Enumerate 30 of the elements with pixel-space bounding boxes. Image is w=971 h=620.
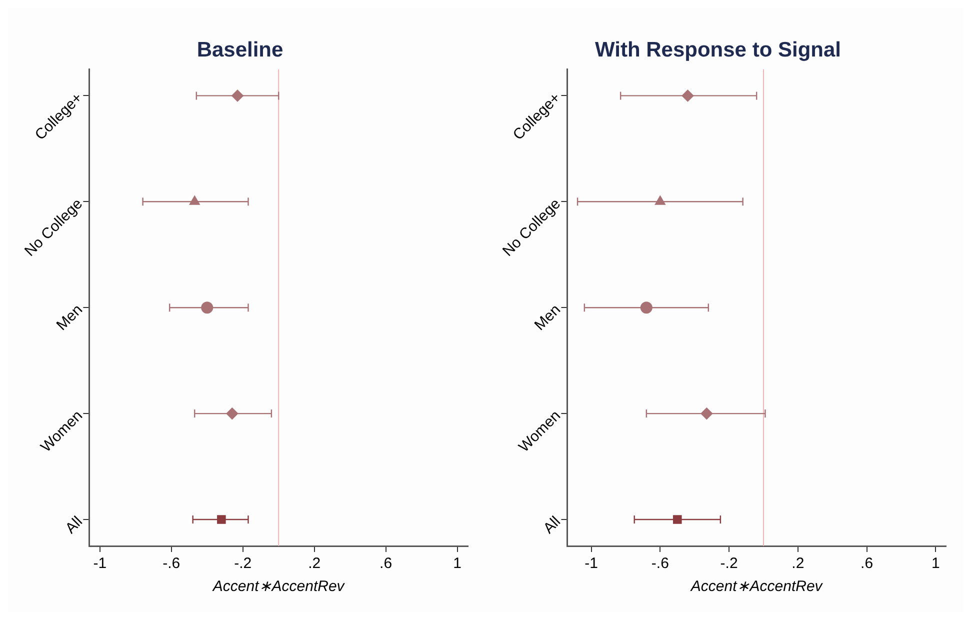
x-axis-title: Accent∗AccentRev bbox=[212, 578, 346, 596]
point bbox=[700, 408, 713, 420]
chart-title: With Response to Signal bbox=[595, 38, 841, 62]
point bbox=[226, 408, 238, 420]
x-tick-label: -1 bbox=[584, 555, 598, 572]
x-tick-label: .2 bbox=[792, 555, 804, 572]
chart-title: Baseline bbox=[196, 38, 284, 62]
x-tick-label: -.2 bbox=[720, 555, 738, 572]
point bbox=[682, 90, 694, 102]
point bbox=[189, 196, 200, 205]
x-tick-label: -1 bbox=[93, 555, 107, 572]
x-tick-label: -.6 bbox=[162, 555, 180, 572]
point bbox=[673, 515, 682, 524]
y-tick-label: Men bbox=[53, 301, 86, 334]
x-tick-label: .6 bbox=[380, 555, 392, 572]
x-tick-label: 1 bbox=[931, 555, 940, 572]
x-tick-label: .6 bbox=[860, 555, 874, 572]
point bbox=[654, 196, 666, 205]
x-tick-label: 1 bbox=[453, 555, 462, 572]
point bbox=[201, 302, 214, 314]
y-tick-label: All bbox=[62, 513, 86, 538]
x-tick-label: -.6 bbox=[651, 555, 669, 572]
x-tick-label: -.2 bbox=[234, 555, 252, 572]
x-tick-label: .2 bbox=[308, 555, 321, 572]
point bbox=[232, 90, 244, 102]
y-tick-label: Men bbox=[531, 301, 564, 334]
x-axis-title: Accent∗AccentRev bbox=[690, 578, 824, 596]
y-tick-label: All bbox=[540, 513, 564, 538]
point bbox=[640, 302, 652, 314]
point bbox=[217, 515, 226, 524]
